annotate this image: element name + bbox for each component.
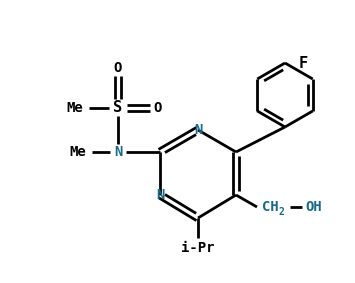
Text: Me: Me (67, 101, 83, 115)
Text: CH: CH (262, 200, 278, 214)
Text: i-Pr: i-Pr (181, 241, 215, 255)
Text: 2: 2 (278, 207, 284, 217)
Text: N: N (156, 188, 164, 202)
Text: N: N (114, 145, 122, 159)
Text: O: O (154, 101, 162, 115)
Text: Me: Me (70, 145, 86, 159)
Text: N: N (194, 123, 202, 137)
Text: F: F (299, 55, 308, 70)
Text: S: S (114, 100, 122, 115)
Text: OH: OH (306, 200, 322, 214)
Text: O: O (114, 61, 122, 75)
